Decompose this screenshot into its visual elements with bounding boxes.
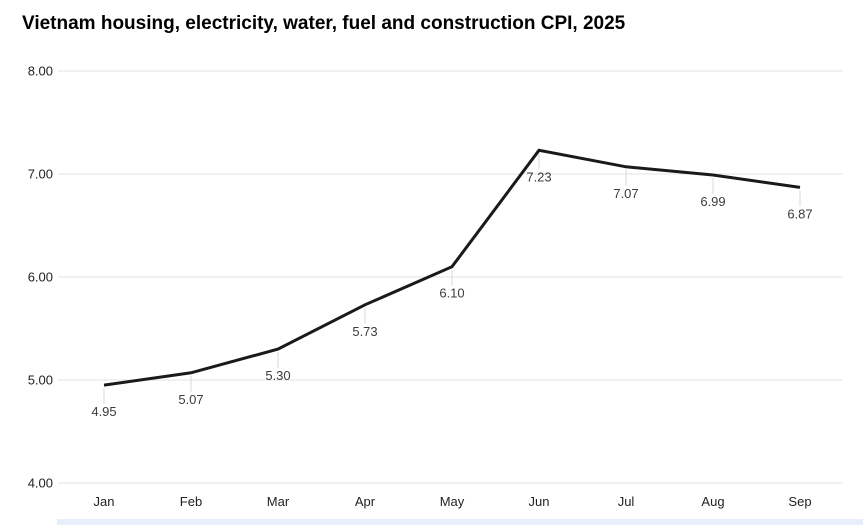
data-point-label: 6.99	[700, 194, 725, 209]
x-tick-label: Mar	[267, 494, 290, 509]
x-tick-label: Jan	[94, 494, 115, 509]
data-point-label: 4.95	[91, 404, 116, 419]
data-point-label: 7.07	[613, 186, 638, 201]
cpi-series-line	[103, 148, 801, 387]
y-tick-label: 6.00	[28, 270, 53, 285]
x-tick-label: Sep	[788, 494, 811, 509]
x-tick-label: May	[440, 494, 465, 509]
data-point-label: 6.10	[439, 286, 464, 301]
x-tick-label: Jul	[618, 494, 635, 509]
x-tick-label: Feb	[180, 494, 202, 509]
x-tick-label: Aug	[701, 494, 724, 509]
x-tick-label: Jun	[529, 494, 550, 509]
chart-title: Vietnam housing, electricity, water, fue…	[22, 13, 626, 34]
y-tick-label: 7.00	[28, 167, 53, 182]
x-tick-label: Apr	[355, 494, 376, 509]
data-point-label: 7.23	[526, 169, 551, 184]
data-point-label: 5.73	[352, 324, 377, 339]
y-tick-label: 5.00	[28, 373, 53, 388]
data-point-label: 6.87	[787, 206, 812, 221]
data-point-label: 5.07	[178, 392, 203, 407]
data-point-label: 5.30	[265, 368, 290, 383]
y-tick-label: 4.00	[28, 476, 53, 491]
y-tick-label: 8.00	[28, 64, 53, 79]
bottom-highlight-bar	[57, 519, 863, 525]
